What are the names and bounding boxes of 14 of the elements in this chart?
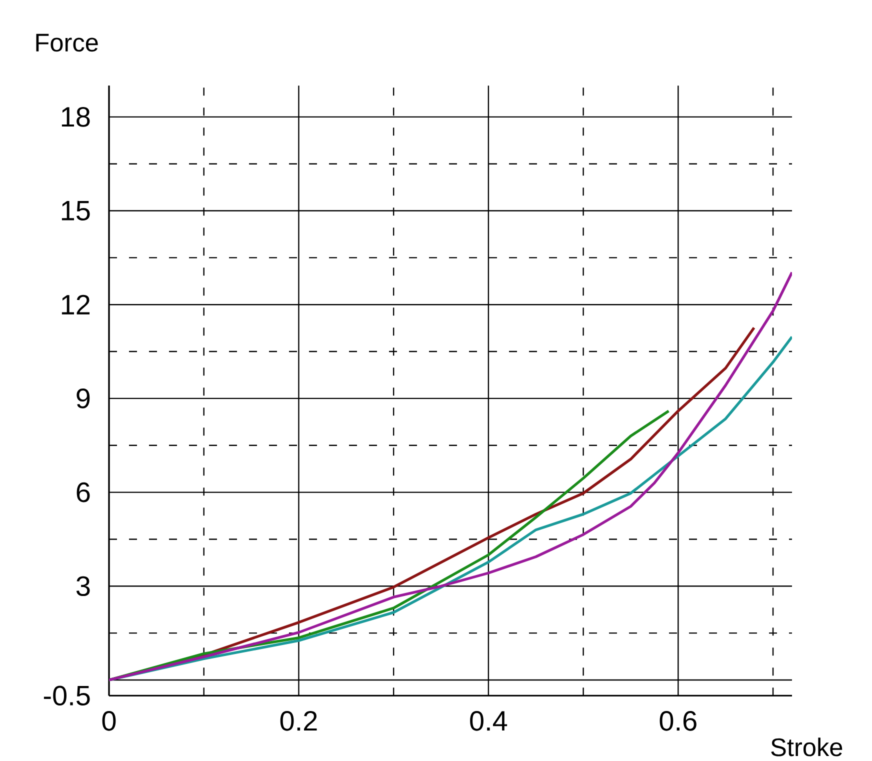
x-tick-label: 0.4 xyxy=(470,711,508,731)
y-axis-title: Force xyxy=(36,34,98,52)
y-tick-label: 3 xyxy=(76,576,90,596)
x-tick-label: 0.2 xyxy=(280,711,317,731)
y-tick-label: 15 xyxy=(62,201,90,221)
y-tick-label: 12 xyxy=(62,294,90,315)
y-tick-label: 6 xyxy=(76,482,90,502)
x-axis-title: Stroke xyxy=(771,738,842,756)
line-series xyxy=(109,271,792,682)
y-tick-label: -0.5 xyxy=(44,686,90,706)
x-tick-label: 0.6 xyxy=(660,711,696,731)
x-tick-label: 0 xyxy=(102,711,116,731)
y-tick-label: 18 xyxy=(62,107,90,127)
y-tick-label: 9 xyxy=(76,388,90,409)
